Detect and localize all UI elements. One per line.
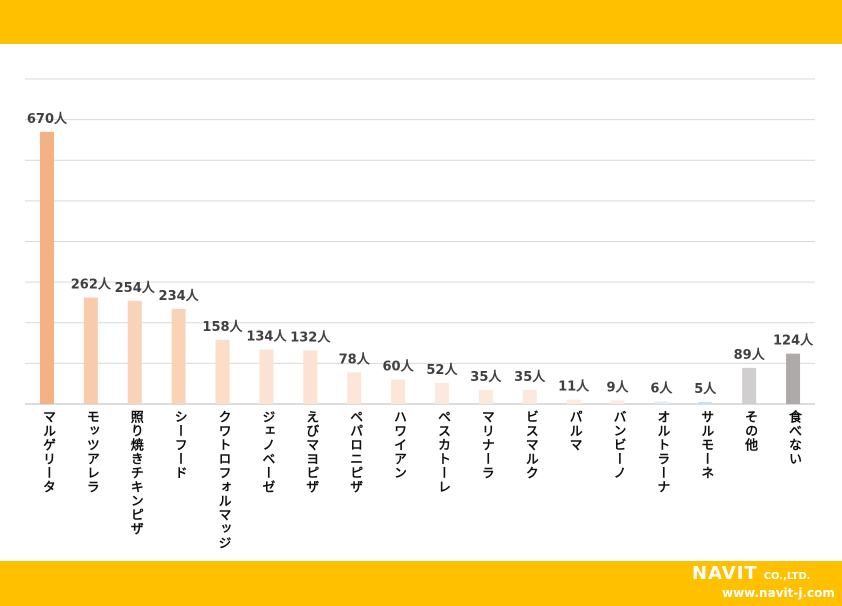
- bar: [215, 339, 230, 404]
- logo-top-row: NAVIT CO.,LTD.: [692, 563, 840, 585]
- x-tick-label: その他: [742, 410, 758, 452]
- data-label: 9人: [606, 379, 629, 395]
- x-tick-label: モッツアレラ: [83, 410, 99, 494]
- x-tick-label: ビスマルク: [522, 410, 538, 480]
- data-label: 132人: [290, 329, 331, 345]
- navit-logo: NAVIT CO.,LTD. www.navit-j.com: [692, 563, 840, 605]
- bar: [566, 399, 581, 404]
- bar: [786, 353, 801, 404]
- logo-url: www.navit-j.com: [722, 586, 835, 600]
- bar: [478, 389, 493, 404]
- x-tick-label: バンビーノ: [610, 410, 626, 480]
- x-tick-label: マリナーラ: [478, 410, 494, 480]
- bar: [171, 308, 186, 404]
- x-tick-label: ハワイアン: [391, 410, 407, 480]
- x-tick-label: シーフード: [171, 410, 187, 480]
- bar: [127, 300, 142, 404]
- data-label: 158人: [202, 319, 243, 335]
- bar: [742, 367, 757, 404]
- data-label: 5人: [694, 381, 717, 397]
- x-tick-label: 食べない: [786, 410, 802, 466]
- top-banner: [0, 0, 842, 44]
- data-label: 89人: [734, 347, 766, 363]
- bar: [698, 401, 713, 404]
- bar: [654, 401, 669, 404]
- data-label: 134人: [246, 329, 287, 345]
- data-label: 78人: [339, 351, 371, 367]
- x-tick-label: ペスカトーレ: [434, 410, 450, 494]
- bar: [259, 349, 274, 404]
- data-label: 35人: [470, 369, 502, 385]
- x-tick-label: えびマヨピザ: [303, 410, 319, 494]
- x-tick-label: マルゲリータ: [39, 410, 55, 494]
- bar: [303, 350, 318, 404]
- x-tick-label: クワトロフォルマッジ: [215, 410, 231, 550]
- x-tick-label: ペパロニピザ: [347, 410, 363, 494]
- data-label: 670人: [27, 111, 68, 127]
- data-label: 262人: [71, 277, 112, 293]
- bar: [391, 379, 406, 404]
- logo-suffix: CO.,LTD.: [763, 571, 811, 582]
- data-label: 254人: [115, 280, 156, 296]
- bar: [39, 131, 54, 404]
- bar: [522, 389, 537, 404]
- bar: [434, 382, 449, 404]
- bottom-banner: [0, 561, 842, 606]
- x-tick-label: オルトラーナ: [654, 410, 670, 494]
- logo-name: NAVIT: [692, 563, 758, 584]
- x-tick-label: サルモーネ: [698, 410, 714, 480]
- data-label: 35人: [514, 369, 546, 385]
- bar: [83, 297, 98, 404]
- data-label: 6人: [650, 381, 673, 397]
- data-label: 52人: [426, 362, 458, 378]
- x-tick-label: 照り焼きチキンピザ: [127, 410, 143, 536]
- data-label: 11人: [558, 379, 590, 395]
- bar: [610, 400, 625, 404]
- x-tick-label: パルマ: [566, 410, 582, 452]
- data-label: 234人: [159, 288, 200, 304]
- bar: [347, 372, 362, 404]
- data-label: 60人: [383, 359, 415, 375]
- data-label: 124人: [773, 333, 814, 349]
- x-tick-label: ジェノベーゼ: [259, 410, 275, 494]
